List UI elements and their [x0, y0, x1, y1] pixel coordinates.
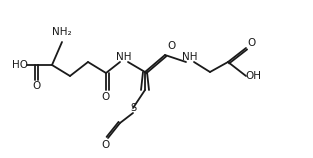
- Text: O: O: [101, 140, 109, 150]
- Text: O: O: [248, 38, 256, 48]
- Text: NH: NH: [116, 52, 132, 62]
- Text: O: O: [167, 41, 175, 51]
- Text: S: S: [130, 103, 136, 113]
- Text: O: O: [32, 81, 41, 91]
- Text: O: O: [102, 92, 110, 102]
- Text: HO: HO: [12, 60, 28, 70]
- Text: OH: OH: [245, 71, 261, 81]
- Text: NH₂: NH₂: [52, 27, 72, 37]
- Text: NH: NH: [182, 52, 198, 62]
